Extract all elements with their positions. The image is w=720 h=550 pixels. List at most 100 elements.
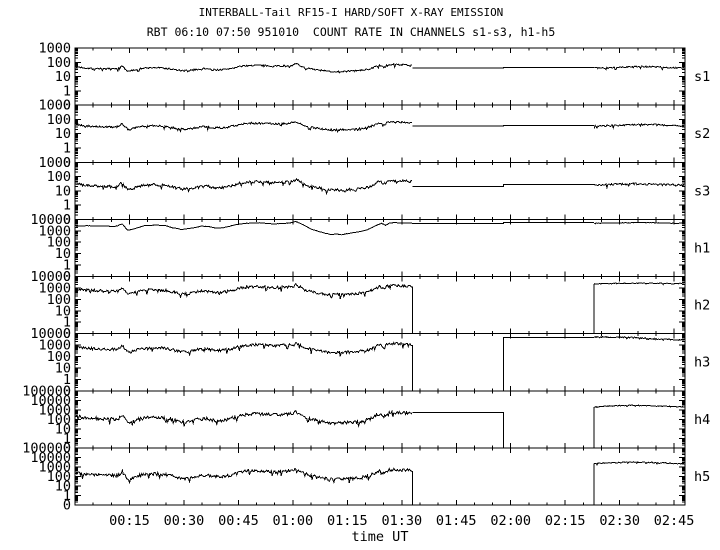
y-tick-label-s2: 1 xyxy=(63,140,71,156)
y-tick-label-s2: 100 xyxy=(47,112,71,128)
trace-h1-seg1 xyxy=(412,222,595,225)
y-tick-label-h3: 0 xyxy=(63,383,71,399)
panel-border-s2 xyxy=(74,104,686,163)
trace-h2-seg0 xyxy=(75,282,413,299)
trace-h3-seg1 xyxy=(412,336,595,392)
trace-s2-seg1 xyxy=(412,124,595,127)
panel-label-s1: s1 xyxy=(694,69,710,85)
x-tick-label: 01:45 xyxy=(436,513,477,529)
y-tick-label-h3: 1 xyxy=(63,372,71,388)
y-tick-label-s1: 100 xyxy=(47,55,71,71)
y-tick-label-s3: 100 xyxy=(47,169,71,185)
panel-border-h2 xyxy=(74,276,686,335)
panel-border-h3 xyxy=(74,333,686,392)
trace-s2-seg2 xyxy=(593,122,685,130)
y-tick-label-h1: 1 xyxy=(63,258,71,274)
trace-s2-seg0 xyxy=(75,120,413,134)
y-tick-label-h1: 100 xyxy=(47,235,71,251)
y-tick-label-h4: 100000 xyxy=(22,383,71,399)
y-tick-label-h2: 1000 xyxy=(38,280,71,296)
trace-h5-seg2 xyxy=(593,461,684,466)
y-tick-label-h5: 100000 xyxy=(22,440,71,456)
trace-s3-seg1 xyxy=(412,183,595,188)
trace-s3-seg0 xyxy=(75,178,413,196)
y-tick-label-s1: 10 xyxy=(55,69,71,85)
ticks-h2 xyxy=(75,276,685,334)
panel-label-s3: s3 xyxy=(694,183,710,199)
trace-h3-seg2 xyxy=(593,335,684,342)
x-axis-title: time UT xyxy=(352,529,409,545)
panel-border-s1 xyxy=(74,47,686,106)
y-tick-label-h2: 0 xyxy=(63,326,71,342)
y-tick-label-s2: 10 xyxy=(55,126,71,142)
x-tick-label: 02:30 xyxy=(599,513,640,529)
y-tick-label-s3: 0 xyxy=(63,212,71,228)
x-tick-label: 02:15 xyxy=(545,513,586,529)
y-tick-label-h4: 100 xyxy=(47,412,71,428)
panel-label-s2: s2 xyxy=(694,126,710,142)
panel-label-h1: h1 xyxy=(694,240,710,256)
y-tick-label-h3: 100 xyxy=(47,349,71,365)
chart-subtitle: RBT 06:10 07:50 951010 COUNT RATE IN CHA… xyxy=(146,25,556,39)
x-tick-label: 00:15 xyxy=(109,513,150,529)
y-tick-label-h1: 10 xyxy=(55,246,71,262)
y-tick-label-h4: 10000 xyxy=(30,393,71,409)
ticks-s3 xyxy=(75,162,685,220)
trace-h4-seg1 xyxy=(412,406,595,449)
y-tick-label-h5: 10 xyxy=(55,478,71,494)
y-tick-label-h5: 0 xyxy=(63,498,71,514)
ticks-h3 xyxy=(75,333,685,391)
y-tick-label-h2: 1 xyxy=(63,315,71,331)
y-tick-label-h5: 100 xyxy=(47,469,71,485)
ticks-h4 xyxy=(75,390,685,448)
trace-s1-seg0 xyxy=(75,62,412,74)
y-tick-label-s2: 1000 xyxy=(38,98,71,114)
trace-h1-seg2 xyxy=(594,221,684,225)
ticks-s1 xyxy=(75,48,685,106)
trace-s1-seg2 xyxy=(594,65,685,71)
trace-h1-seg0 xyxy=(76,220,413,236)
trace-h4-seg2 xyxy=(594,404,685,409)
panel-label-h4: h4 xyxy=(694,412,710,428)
trace-h5-seg0 xyxy=(75,467,413,485)
y-tick-label-s3: 1000 xyxy=(38,155,71,171)
y-tick-label-h3: 1000 xyxy=(38,338,71,354)
panel-label-h2: h2 xyxy=(694,298,710,314)
ticks-h5 xyxy=(75,447,685,505)
panel-label-h5: h5 xyxy=(694,469,710,485)
y-tick-label-h2: 10 xyxy=(55,303,71,319)
trace-s1-seg1 xyxy=(412,66,595,69)
trace-h2-seg2 xyxy=(593,282,685,286)
y-tick-label-h1: 1000 xyxy=(38,223,71,239)
trace-h5-seg1 xyxy=(412,463,595,506)
y-tick-label-h4: 0 xyxy=(63,440,71,456)
y-tick-label-h5: 1 xyxy=(63,488,71,504)
x-tick-label: 01:00 xyxy=(273,513,314,529)
panel-label-h3: h3 xyxy=(694,355,710,371)
y-tick-label-h2: 100 xyxy=(47,292,71,308)
trace-h2-seg1 xyxy=(412,283,595,335)
trace-h4-seg0 xyxy=(76,409,413,428)
x-tick-label: 01:30 xyxy=(381,513,422,529)
y-tick-label-h5: 1000 xyxy=(38,459,71,475)
trace-s3-seg2 xyxy=(593,182,684,190)
x-tick-label: 01:15 xyxy=(327,513,368,529)
y-tick-label-h4: 10 xyxy=(55,421,71,437)
x-tick-label: 02:00 xyxy=(490,513,531,529)
y-tick-label-s3: 1 xyxy=(63,198,71,214)
x-axis-labels: 00:15 00:30 00:45 01:00 01:15 01:30 01:45 02:00… xyxy=(109,513,694,545)
x-tick-label: 00:45 xyxy=(218,513,259,529)
y-tick-label-h3: 10000 xyxy=(30,326,71,342)
y-tick-label-h1: 0 xyxy=(63,269,71,285)
trace-h3-seg0 xyxy=(75,341,412,357)
y-tick-label-s2: 0 xyxy=(63,155,71,171)
panel-border-h1 xyxy=(74,218,686,277)
ticks-h1 xyxy=(75,219,685,277)
